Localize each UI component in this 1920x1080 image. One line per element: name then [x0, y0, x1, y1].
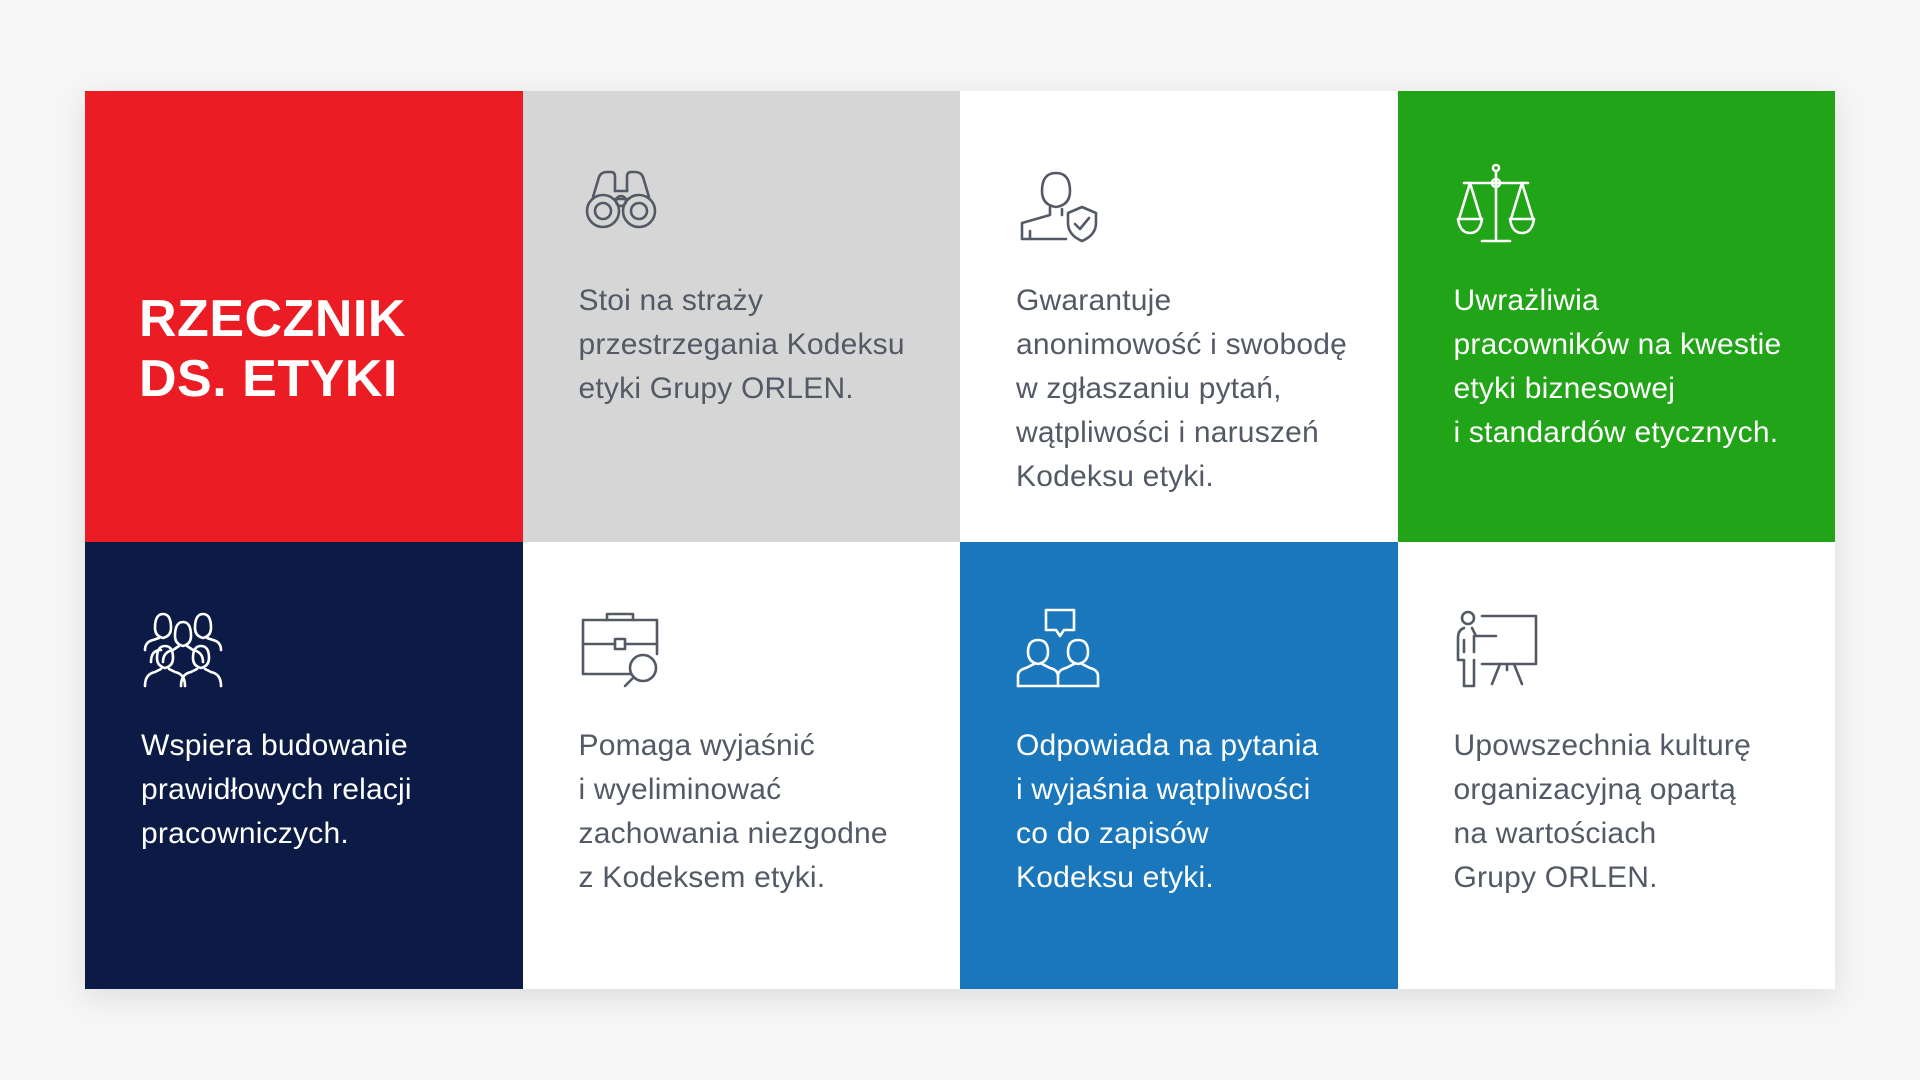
tile-text: Gwarantuje anonimowość i swobodę w zgłas… [1016, 284, 1348, 493]
tile-text: Uwrażliwia pracowników na kwestie etyki … [1453, 284, 1782, 449]
briefcase-magnifier-icon [579, 606, 663, 690]
tile-anonymity: Gwarantuje anonimowość i swobodę w zgłas… [960, 91, 1398, 542]
tile-text: Stoi na straży przestrzegania Kodeksu et… [578, 284, 905, 405]
group-people-icon [141, 606, 225, 690]
tile-text: Wspiera budowanie prawidłowych relacji p… [141, 729, 412, 850]
scales-icon [1454, 161, 1538, 245]
binoculars-icon [579, 161, 663, 245]
tile-answers-questions: Odpowiada na pytania i wyjaśnia wątpliwo… [960, 542, 1398, 989]
presenter-board-icon [1454, 606, 1538, 690]
person-shield-icon [1016, 161, 1100, 245]
tile-text: Odpowiada na pytania i wyjaśnia wątpliwo… [1016, 729, 1319, 894]
ethics-ombudsman-grid: RZECZNIK DS. ETYKI Stoi na straży przest… [85, 91, 1835, 989]
page-title: RZECZNIK DS. ETYKI [139, 290, 406, 408]
tile-guards-code: Stoi na straży przestrzegania Kodeksu et… [522, 91, 960, 542]
title-tile: RZECZNIK DS. ETYKI [85, 91, 523, 542]
tile-explain-eliminate: Pomaga wyjaśnić i wyeliminować zachowani… [522, 542, 960, 989]
tile-text: Pomaga wyjaśnić i wyeliminować zachowani… [578, 729, 888, 894]
tile-sensitizes: Uwrażliwia pracowników na kwestie etyki … [1397, 91, 1835, 542]
tile-text: Upowszechnia kulturę organizacyjną opart… [1453, 729, 1751, 894]
tile-supports-relations: Wspiera budowanie prawidłowych relacji p… [85, 542, 523, 989]
tile-spreads-culture: Upowszechnia kulturę organizacyjną opart… [1397, 542, 1835, 989]
people-speech-bubble-icon [1016, 606, 1100, 690]
